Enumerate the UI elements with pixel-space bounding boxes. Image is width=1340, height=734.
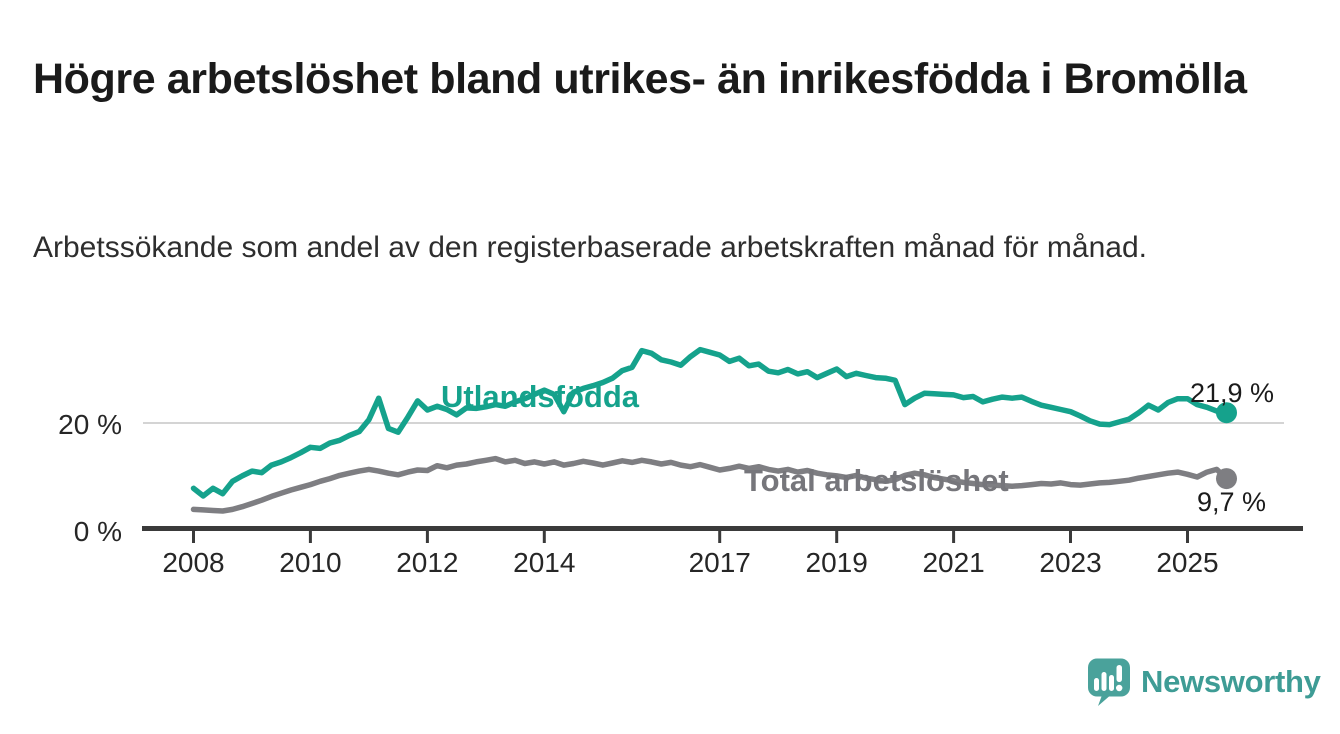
x-axis-label-2021: 2021 <box>922 547 985 578</box>
newsworthy-logo-text: Newsworthy <box>1141 664 1321 699</box>
series-line-total-arbetsloshet <box>190 455 1230 514</box>
x-axis-label-2010: 2010 <box>279 547 342 578</box>
x-axis-label-2014: 2014 <box>513 547 576 578</box>
y-axis-label-20: 20 % <box>58 409 122 440</box>
series-label-utlandsfodda: Utlandsfödda <box>441 379 640 414</box>
exclamation-dot <box>1116 684 1123 692</box>
series-label-total-arbetsloshet: Total arbetslöshet <box>744 463 1009 498</box>
end-value-total-arbetsloshet: 9,7 % <box>1197 487 1267 517</box>
end-dot-total-arbetsloshet <box>1216 468 1237 490</box>
x-axis-labels: 2008 2010 2012 2014 2017 2019 2021 2023 2025 <box>0 547 1340 587</box>
x-axis-label-2025: 2025 <box>1156 547 1219 578</box>
end-value-utlandsfodda: 21,9 % <box>1190 378 1275 408</box>
page-subtitle: Arbetssökande som andel av den registerb… <box>33 231 1147 264</box>
end-dot-utlandsfodda <box>1216 402 1237 424</box>
x-axis-label-2017: 2017 <box>688 547 751 578</box>
series-line-utlandsfodda <box>190 346 1230 499</box>
exclamation-bar <box>1116 665 1122 682</box>
x-axis-label-2008: 2008 <box>162 547 225 578</box>
newsworthy-logo[interactable]: Newsworthy <box>1085 657 1321 707</box>
bar-2 <box>1101 672 1107 691</box>
bar-1 <box>1094 678 1099 691</box>
newsworthy-logo-icon <box>1088 658 1130 706</box>
x-axis-label-2019: 2019 <box>805 547 868 578</box>
x-axis-label-2023: 2023 <box>1039 547 1102 578</box>
x-axis-label-2012: 2012 <box>396 547 459 578</box>
page-title: Högre arbetslöshet bland utrikes- än inr… <box>33 54 1247 103</box>
y-axis-label-0: 0 % <box>73 516 122 547</box>
bar-3 <box>1109 675 1114 691</box>
